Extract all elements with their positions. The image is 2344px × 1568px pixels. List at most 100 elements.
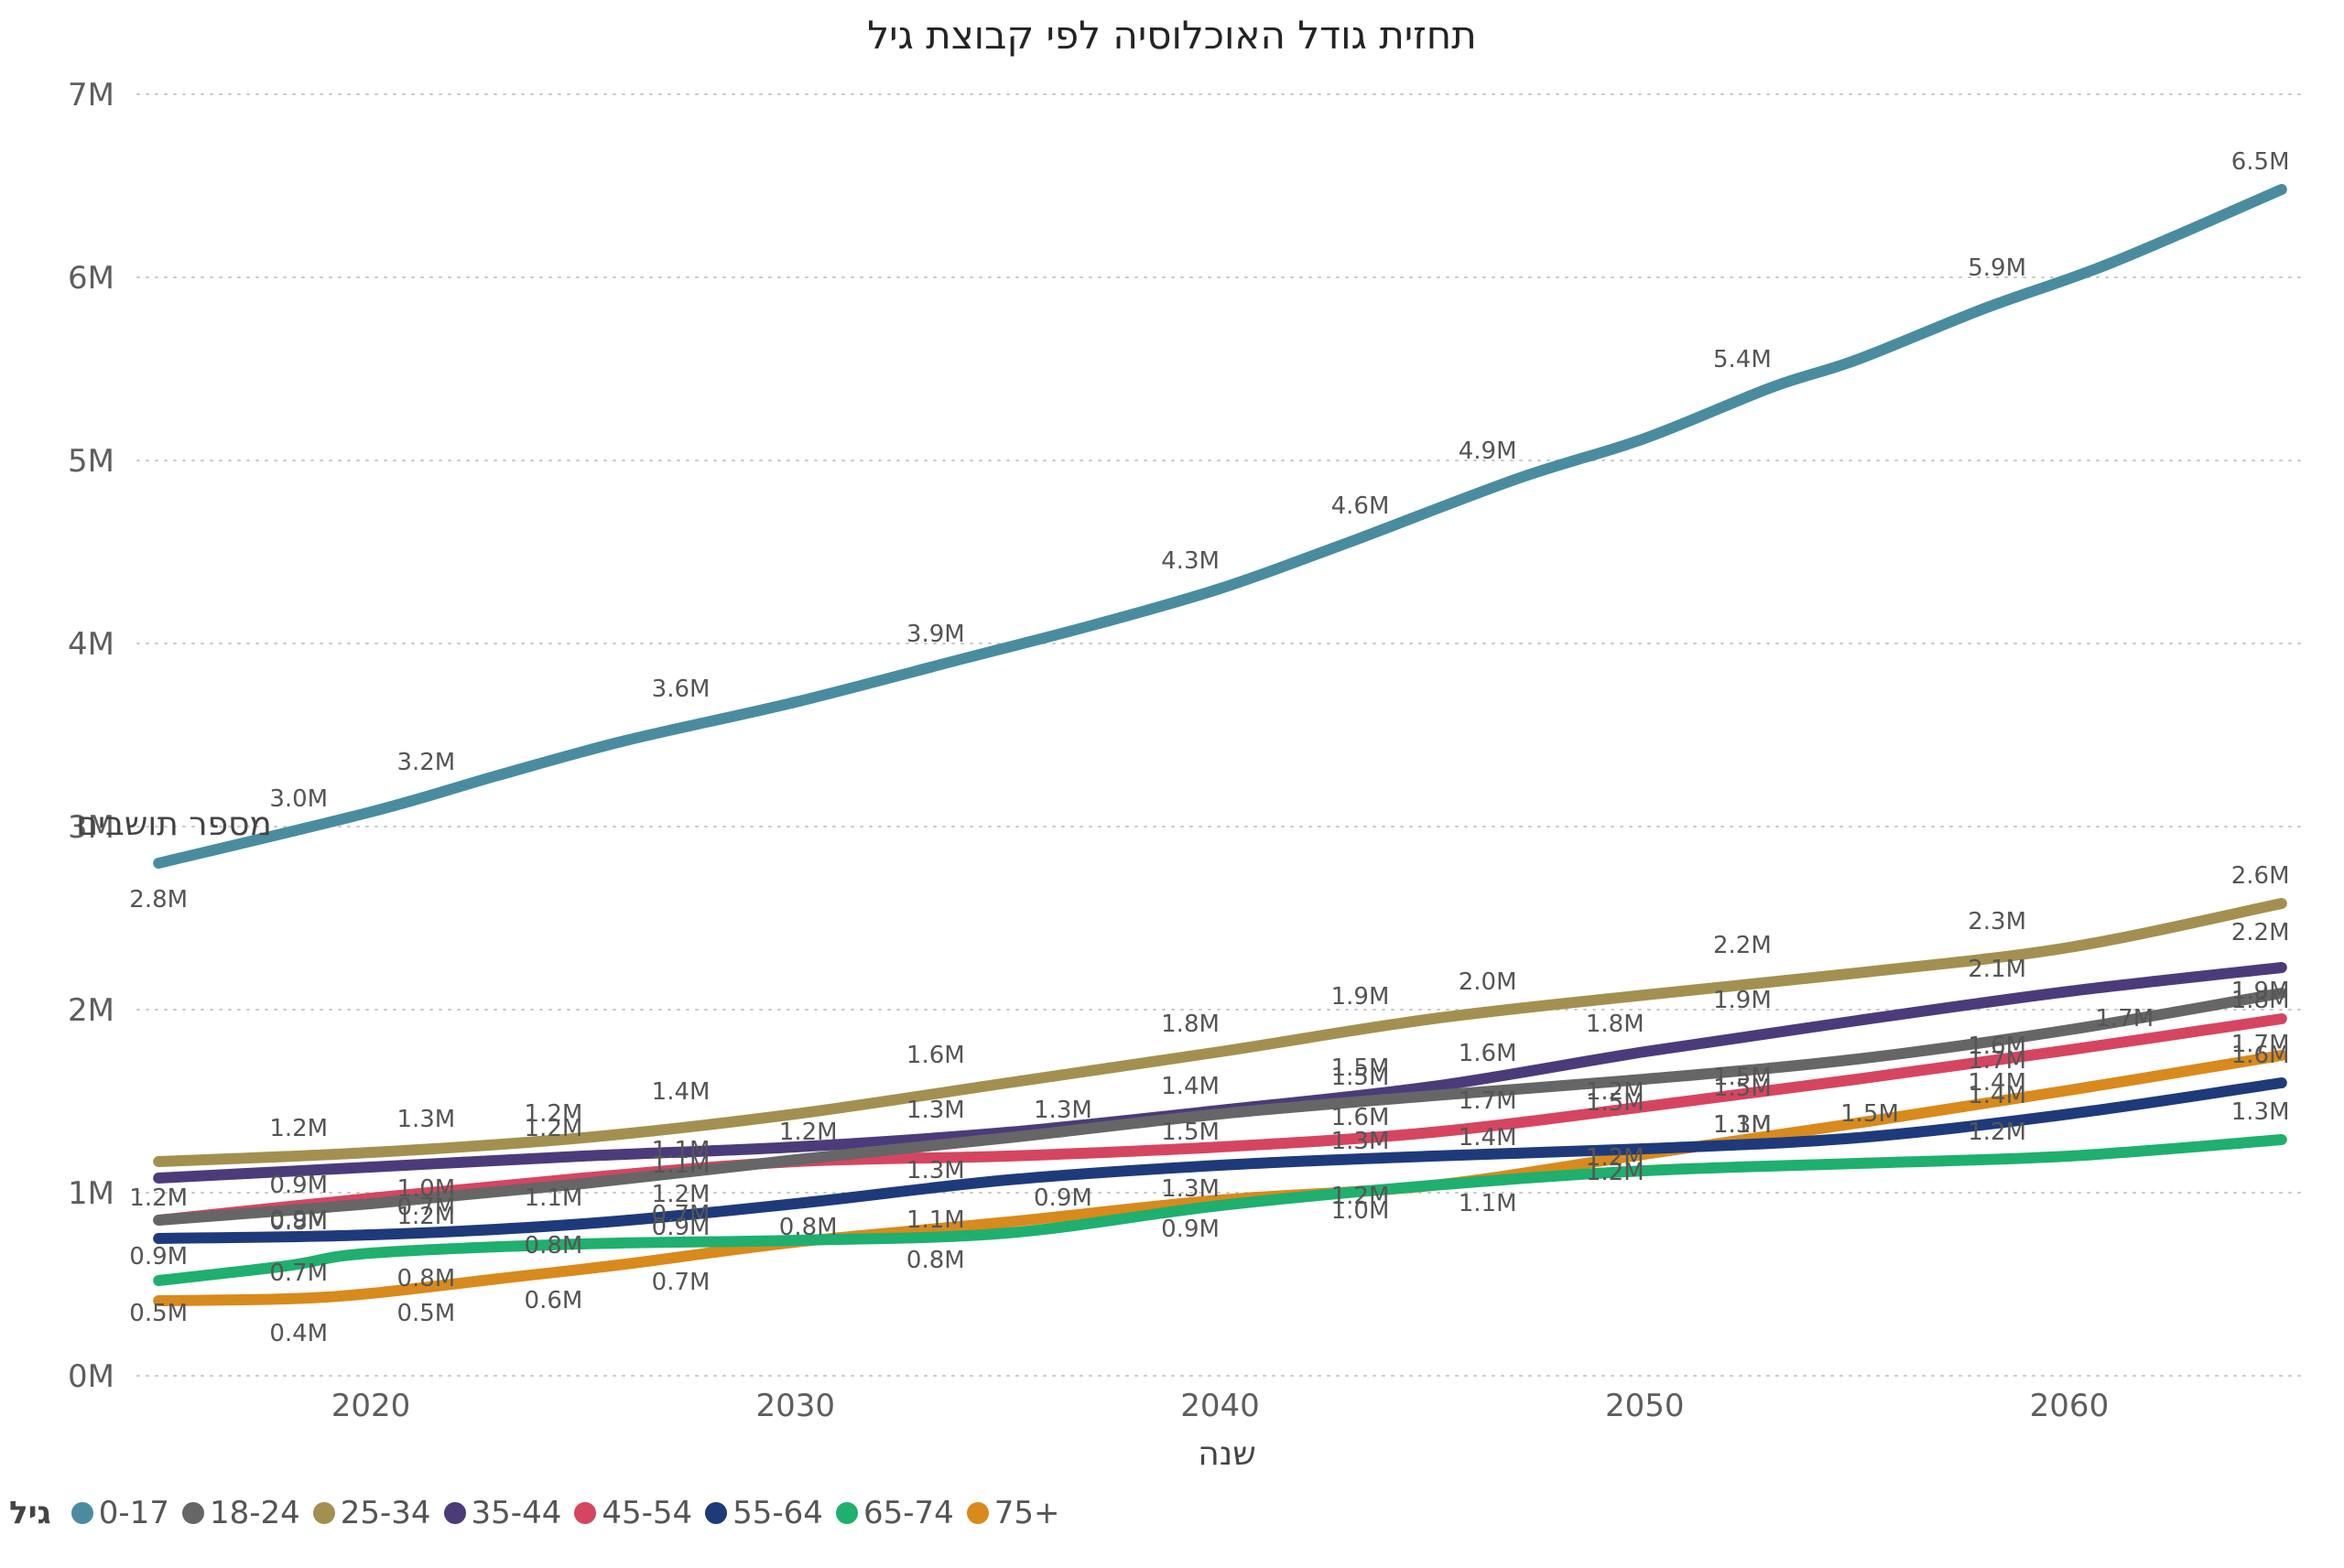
data-label: 1.5M <box>1586 1089 1644 1117</box>
data-label: 1.1M <box>1713 1111 1772 1139</box>
legend-item-0-17[interactable]: 0-17 <box>71 1495 169 1531</box>
data-label: 2.0M <box>1459 968 1517 996</box>
data-label: 1.4M <box>1459 1124 1517 1152</box>
legend-item-25-34[interactable]: 25-34 <box>312 1495 431 1531</box>
series-line-65-74 <box>153 1134 2287 1286</box>
data-label: 0.5M <box>129 1300 188 1327</box>
data-labels: 2.8M 3.0M 3.2M 3.6M 3.9M 4.3M 4.6M 4.9M 5.4M 5.9M… <box>129 148 2289 1347</box>
data-label: 1.3M <box>906 1157 965 1184</box>
series-line-75+ <box>153 1050 2287 1306</box>
data-label: 1.0M <box>1331 1197 1390 1225</box>
legend-marker <box>966 1502 989 1524</box>
data-label: 0.9M <box>1034 1184 1092 1212</box>
data-label: 0.7M <box>269 1260 328 1287</box>
data-label: 1.7M <box>2095 1005 2154 1033</box>
legend-marker <box>574 1502 597 1524</box>
legend: גיל 0-17 18-24 25-34 35-44 45-54 55-64 65-74 75… <box>9 1492 1073 1534</box>
y-tick-label: 0M <box>68 1358 114 1395</box>
legend-label: 25-34 <box>340 1495 431 1531</box>
legend-item-55-64[interactable]: 55-64 <box>705 1495 823 1531</box>
legend-item-18-24[interactable]: 18-24 <box>181 1495 300 1531</box>
legend-label: 18-24 <box>209 1495 300 1531</box>
series-line-55-64 <box>153 1077 2287 1244</box>
data-label: 1.2M <box>1586 1144 1644 1172</box>
data-label: 1.2M <box>129 1184 188 1212</box>
x-tick-label: 2040 <box>1180 1388 1260 1424</box>
data-label: 1.2M <box>1586 1159 1644 1186</box>
legend-marker <box>443 1502 466 1524</box>
legend-label: 45-54 <box>602 1495 693 1531</box>
data-label: 1.6M <box>1459 1040 1517 1067</box>
data-label: 1.3M <box>2231 1098 2290 1126</box>
legend-item-65-74[interactable]: 65-74 <box>835 1495 954 1531</box>
legend-item-75+[interactable]: 75+ <box>966 1495 1060 1531</box>
data-label: 1.5M <box>1161 1119 1220 1146</box>
data-label: 1.8M <box>2231 987 2290 1014</box>
y-tick-label: 3M <box>68 809 114 846</box>
legend-marker <box>71 1502 93 1524</box>
data-label: 1.3M <box>1713 1111 1772 1139</box>
data-label: 1.5M <box>1331 1054 1390 1082</box>
data-label: 1.8M <box>1586 1011 1644 1038</box>
data-label: 1.6M <box>2231 1042 2290 1069</box>
data-label: 2.3M <box>1968 908 2026 935</box>
y-axis-title: מספר תושבים <box>76 806 272 843</box>
data-label: 1.2M <box>396 1203 455 1230</box>
legend-label: 35-44 <box>471 1495 562 1531</box>
data-label: 0.9M <box>652 1214 711 1241</box>
legend-item-35-44[interactable]: 35-44 <box>443 1495 562 1531</box>
x-tick-label: 2060 <box>2030 1388 2110 1424</box>
series-line-18-24 <box>153 988 2287 1226</box>
data-label: 2.2M <box>1713 932 1772 959</box>
data-label: 0.6M <box>525 1287 583 1314</box>
data-label: 1.7M <box>1459 1087 1517 1115</box>
data-label: 1.8M <box>1161 1011 1220 1038</box>
data-label: 1.7M <box>2231 1031 2290 1058</box>
data-label: 1.1M <box>525 1184 583 1212</box>
data-label: 1.1M <box>1459 1190 1517 1217</box>
data-label: 0.7M <box>396 1194 455 1221</box>
data-label: 1.0M <box>396 1175 455 1203</box>
y-tick-label: 2M <box>68 992 114 1029</box>
data-label: 1.7M <box>1968 1047 2026 1075</box>
legend-title: גיל <box>9 1495 51 1531</box>
data-label: 1.4M <box>1968 1082 2026 1109</box>
data-label: 1.5M <box>1713 1075 1772 1102</box>
data-label: 1.3M <box>906 1097 965 1124</box>
legend-marker <box>705 1502 728 1524</box>
data-label: 1.2M <box>269 1115 328 1142</box>
data-label: 1.3M <box>1034 1097 1092 1124</box>
legend-item-45-54[interactable]: 45-54 <box>574 1495 692 1531</box>
data-label: 0.7M <box>652 1201 711 1228</box>
data-label: 1.6M <box>1968 1033 2026 1060</box>
data-label: 1.2M <box>652 1181 711 1208</box>
data-label: 5.4M <box>1713 346 1772 373</box>
data-label: 1.9M <box>2231 978 2290 1005</box>
legend-marker <box>312 1502 335 1524</box>
legend-marker <box>181 1502 204 1524</box>
data-label: 2.1M <box>1968 956 2026 983</box>
data-label: 0.9M <box>1161 1216 1220 1243</box>
data-label: 1.6M <box>1331 1104 1390 1131</box>
y-axis-ticks: 0M 1M 2M 3M 4M 5M 6M 7M <box>68 77 114 1395</box>
data-label: 1.1M <box>906 1206 965 1234</box>
data-label: 1.3M <box>1161 1175 1220 1203</box>
data-label: 4.3M <box>1161 547 1220 575</box>
x-tick-label: 2020 <box>331 1388 411 1424</box>
data-label: 1.4M <box>1968 1069 2026 1097</box>
data-label: 1.3M <box>1331 1128 1390 1155</box>
chart-title: תחזית גודל האוכלוסיה לפי קבוצת גיל <box>867 13 1477 58</box>
data-label: 0.8M <box>906 1247 965 1274</box>
y-tick-label: 7M <box>68 77 114 114</box>
y-tick-label: 5M <box>68 443 114 480</box>
data-label: 0.9M <box>129 1243 188 1271</box>
data-label: 1.2M <box>779 1119 838 1146</box>
data-label: 1.2M <box>1586 1078 1644 1106</box>
data-label: 0.8M <box>779 1214 838 1241</box>
data-label: 1.3M <box>396 1106 455 1133</box>
data-label: 1.9M <box>1331 983 1390 1011</box>
series-line-25-34 <box>153 898 2287 1167</box>
data-label: 1.1M <box>652 1137 711 1164</box>
data-label: 1.4M <box>1161 1073 1220 1100</box>
